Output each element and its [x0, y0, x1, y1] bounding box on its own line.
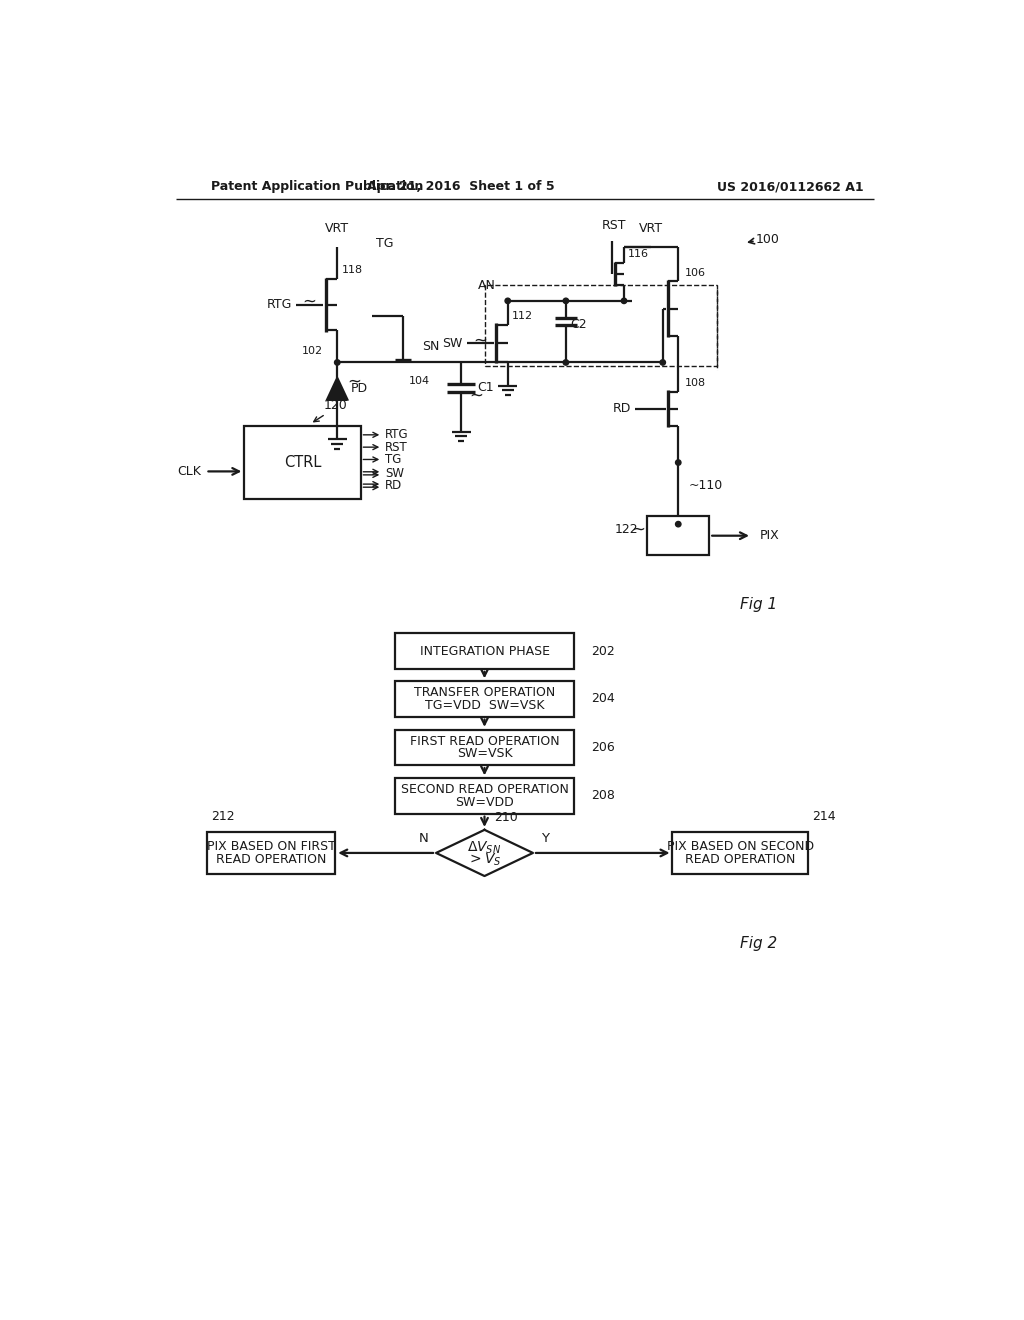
- Text: Y: Y: [541, 832, 549, 845]
- Text: RTG: RTG: [385, 428, 409, 441]
- Text: SN: SN: [423, 341, 440, 354]
- Text: VRT: VRT: [326, 222, 349, 235]
- Text: Fig 1: Fig 1: [740, 598, 777, 612]
- Text: 122: 122: [614, 523, 638, 536]
- Circle shape: [622, 298, 627, 304]
- Text: CTRL: CTRL: [284, 454, 322, 470]
- Text: ~: ~: [473, 331, 486, 348]
- Text: TRANSFER OPERATION: TRANSFER OPERATION: [414, 686, 555, 700]
- Text: 104: 104: [410, 376, 430, 387]
- Text: 202: 202: [591, 644, 614, 657]
- Text: TG: TG: [385, 453, 401, 466]
- Bar: [395, 779, 573, 813]
- Text: C2: C2: [570, 318, 587, 331]
- Text: RD: RD: [385, 479, 402, 492]
- Text: ~: ~: [302, 293, 316, 310]
- Circle shape: [676, 459, 681, 465]
- Circle shape: [660, 360, 666, 366]
- Text: RST: RST: [385, 441, 408, 454]
- Text: TG: TG: [376, 236, 393, 249]
- Bar: [395, 730, 573, 766]
- Text: PIX BASED ON FIRST: PIX BASED ON FIRST: [207, 841, 336, 853]
- Text: PIX BASED ON SECOND: PIX BASED ON SECOND: [667, 841, 814, 853]
- Text: $\Delta V_{SN}$: $\Delta V_{SN}$: [467, 840, 502, 855]
- Text: 108: 108: [684, 378, 706, 388]
- Text: 214: 214: [812, 809, 836, 822]
- Text: 212: 212: [211, 809, 234, 822]
- Bar: [647, 516, 710, 554]
- Text: AN: AN: [478, 279, 496, 292]
- Text: 206: 206: [591, 741, 614, 754]
- Bar: [673, 832, 808, 874]
- Text: READ OPERATION: READ OPERATION: [685, 853, 796, 866]
- Text: ~: ~: [469, 387, 483, 404]
- Bar: [245, 425, 360, 499]
- Circle shape: [563, 298, 568, 304]
- Circle shape: [505, 298, 510, 304]
- Circle shape: [676, 521, 681, 527]
- Text: 204: 204: [591, 693, 614, 705]
- Text: INTEGRATION PHASE: INTEGRATION PHASE: [420, 644, 550, 657]
- Text: Patent Application Publication: Patent Application Publication: [211, 181, 423, 194]
- Circle shape: [563, 360, 568, 366]
- Text: CLK: CLK: [177, 465, 201, 478]
- Bar: [395, 681, 573, 717]
- Text: SW=VDD: SW=VDD: [455, 796, 514, 809]
- Text: 116: 116: [628, 249, 649, 259]
- Text: 100: 100: [756, 232, 779, 246]
- Text: PIX: PIX: [760, 529, 779, 543]
- Text: ~110: ~110: [689, 479, 723, 492]
- Bar: [208, 832, 335, 874]
- Text: FIRST READ OPERATION: FIRST READ OPERATION: [410, 735, 559, 748]
- Polygon shape: [328, 378, 347, 400]
- Text: RST: RST: [602, 219, 626, 231]
- Text: $>V_S$: $>V_S$: [467, 851, 502, 869]
- Text: TG=VDD  SW=VSK: TG=VDD SW=VSK: [425, 698, 544, 711]
- Text: 106: 106: [684, 268, 706, 277]
- Text: SECOND READ OPERATION: SECOND READ OPERATION: [400, 783, 568, 796]
- Circle shape: [335, 360, 340, 366]
- Text: RTG: RTG: [267, 298, 292, 312]
- Text: 120: 120: [324, 399, 348, 412]
- Text: READ OPERATION: READ OPERATION: [216, 853, 327, 866]
- Text: 112: 112: [512, 310, 532, 321]
- Text: 210: 210: [494, 810, 517, 824]
- Text: C1: C1: [477, 381, 494, 395]
- Text: Fig 2: Fig 2: [740, 936, 777, 952]
- Bar: [395, 634, 573, 669]
- Text: 118: 118: [342, 265, 364, 276]
- Text: SW: SW: [385, 467, 404, 480]
- Text: ~: ~: [347, 372, 361, 391]
- Text: SW: SW: [442, 337, 463, 350]
- Text: 208: 208: [591, 789, 614, 803]
- Text: VRT: VRT: [639, 222, 664, 235]
- Bar: [484, 285, 717, 367]
- Text: US 2016/0112662 A1: US 2016/0112662 A1: [718, 181, 864, 194]
- Text: 102: 102: [302, 346, 324, 356]
- Text: Apr. 21, 2016  Sheet 1 of 5: Apr. 21, 2016 Sheet 1 of 5: [368, 181, 555, 194]
- Text: N: N: [419, 832, 428, 845]
- Text: PD: PD: [351, 381, 369, 395]
- Text: RD: RD: [612, 403, 631, 416]
- Text: SW=VSK: SW=VSK: [457, 747, 512, 760]
- Text: ~: ~: [632, 520, 646, 539]
